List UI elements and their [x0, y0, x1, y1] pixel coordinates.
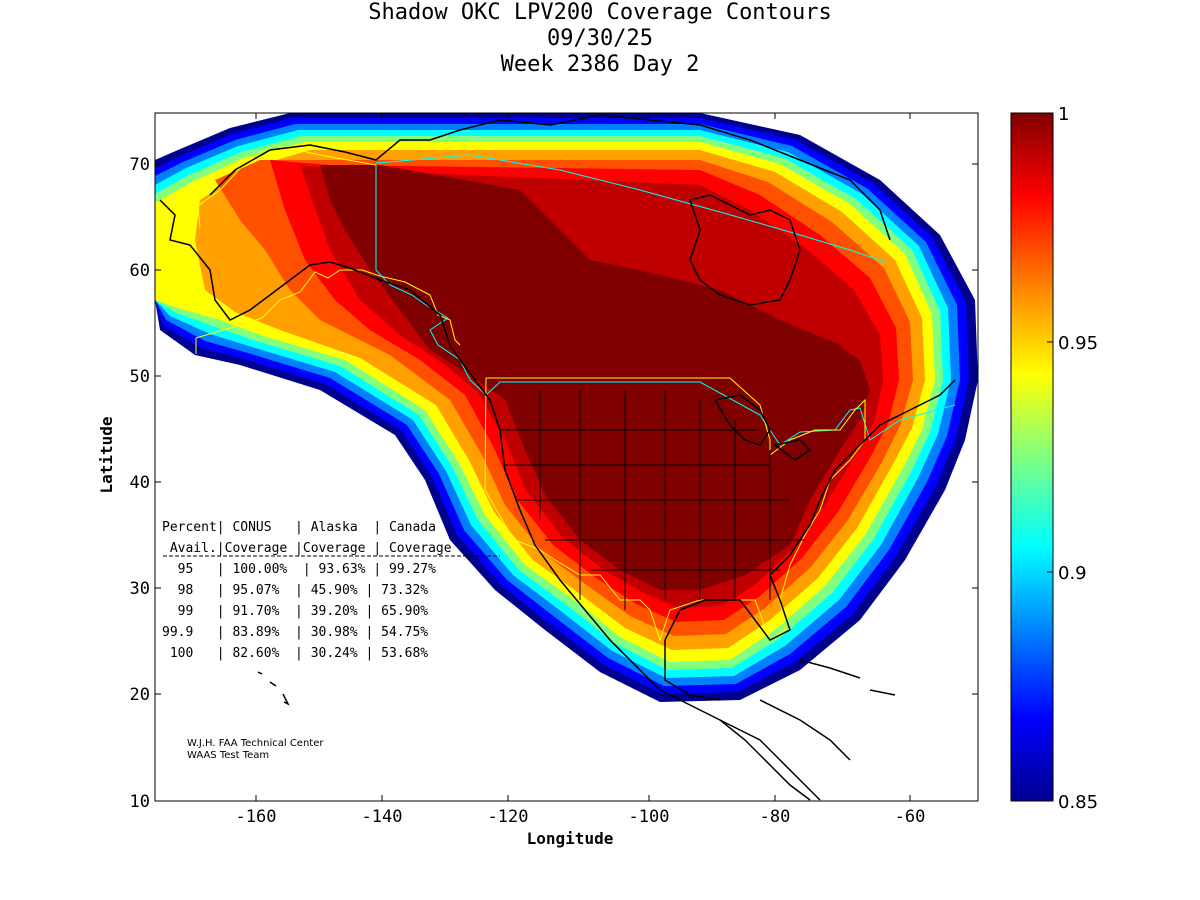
- y-tick-label: 50: [130, 367, 150, 387]
- hudson-bay-coastline: [689, 194, 801, 306]
- table-row: 99.9 | 83.89% | 30.98% | 54.75%: [162, 625, 429, 640]
- map-title-date: 09/30/25: [547, 26, 653, 51]
- x-tick-label: -100: [629, 807, 670, 827]
- great-lakes-coastline: [713, 394, 812, 461]
- x-tick-label: -140: [362, 807, 403, 827]
- colorbar-tick-label: 0.85: [1058, 792, 1098, 813]
- colorbar-tick-label: 0.9: [1058, 563, 1087, 584]
- table-header-row-2: Avail.|Coverage |Coverage | Coverage: [162, 541, 452, 556]
- state-grid: [500, 390, 805, 610]
- x-tick-label: -160: [236, 807, 277, 827]
- y-axis-label: Latitude: [97, 416, 116, 493]
- arctic-coastline: [209, 114, 891, 241]
- y-tick-label: 30: [130, 579, 150, 599]
- table-header-row-1: Percent| CONUS | Alaska | Canada: [162, 520, 436, 535]
- state-borders: [500, 390, 805, 610]
- map-title-line-1: Shadow OKC LPV200 Coverage Contours: [368, 0, 832, 25]
- table-row: 95 | 100.00% | 93.63% | 99.27%: [162, 562, 436, 577]
- x-axis-label: Longitude: [527, 829, 614, 848]
- table-row: 99 | 91.70% | 39.20% | 65.90%: [162, 604, 429, 619]
- alaska-boundary-yellow: [195, 269, 461, 354]
- alaska-boundary-north: [197, 144, 377, 229]
- colorbar-ticks: [1047, 112, 1053, 802]
- credit-text: W.J.H. FAA Technical Center WAAS Test Tea…: [187, 738, 323, 762]
- alaska-coastline: [159, 199, 461, 361]
- coverage-statistics-table: Percent| CONUS | Alaska | Canada Avail.|…: [162, 517, 452, 664]
- x-tick-label: -120: [488, 807, 529, 827]
- y-tick-label: 60: [130, 261, 150, 281]
- contour-band-1.0-canada-east: [590, 290, 870, 450]
- x-tick-label: -60: [895, 807, 926, 827]
- colorbar-tick-label: 0.95: [1058, 333, 1098, 354]
- x-tick-label: -80: [760, 807, 791, 827]
- colorbar-tick-label: 1: [1058, 104, 1069, 125]
- central-america-coastline: [719, 699, 851, 801]
- colorbar: [1010, 112, 1054, 802]
- conus-boundary-yellow: [484, 377, 866, 642]
- table-row: 100 | 82.60% | 30.24% | 53.68%: [162, 646, 429, 661]
- y-tick-label: 70: [130, 155, 150, 175]
- credit-line-2: WAAS Test Team: [187, 750, 270, 761]
- map-title-week: Week 2386 Day 2: [500, 52, 700, 77]
- tick-marks: [155, 113, 978, 802]
- y-tick-label: 10: [130, 792, 150, 812]
- table-row: 98 | 95.07% | 45.90% | 73.32%: [162, 583, 429, 598]
- caribbean-islands: [799, 659, 896, 696]
- hawaii-islands: [257, 671, 290, 706]
- atlantic-coastline: [664, 379, 956, 701]
- service-area-boundaries: [195, 144, 956, 642]
- credit-line-1: W.J.H. FAA Technical Center: [187, 738, 324, 749]
- canada-arctic-boundary-cyan: [375, 154, 886, 263]
- canada-boundary-cyan: [375, 165, 956, 446]
- y-tick-label: 40: [130, 473, 150, 493]
- plot-frame: [154, 112, 979, 802]
- y-tick-label: 20: [130, 685, 150, 705]
